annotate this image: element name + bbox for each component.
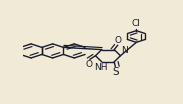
Text: NH: NH	[94, 63, 108, 72]
Text: N: N	[121, 46, 128, 55]
Text: O: O	[115, 36, 122, 45]
Text: Cl: Cl	[132, 19, 141, 28]
Text: S: S	[113, 67, 119, 77]
Text: O: O	[85, 60, 92, 69]
